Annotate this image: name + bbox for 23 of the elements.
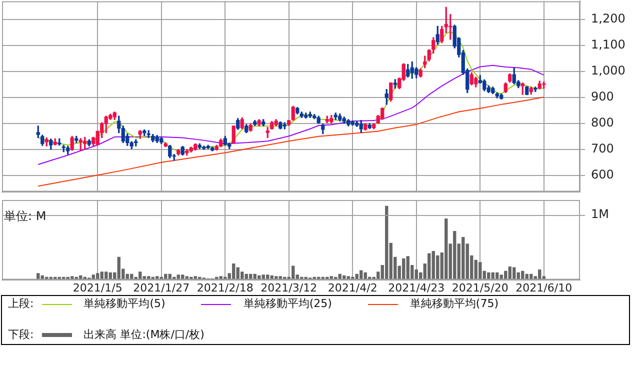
y-tick-label: 700	[591, 142, 614, 156]
x-tick-label: 2021/1/5	[72, 281, 122, 294]
y-tick-label: 1,200	[591, 12, 626, 26]
legend-title: 下段:	[8, 328, 34, 342]
x-tick-label: 2021/4/23	[388, 281, 445, 294]
x-tick-label: 2021/3/12	[260, 281, 318, 294]
legend-label: 単純移動平均(25)	[243, 297, 332, 311]
x-tick-label: 2021/1/27	[133, 281, 190, 294]
x-tick-label: 2021/5/20	[452, 281, 508, 294]
legend-label: 単純移動平均(75)	[410, 297, 498, 311]
y-tick-label: 800	[591, 116, 614, 130]
legend-label: 単純移動平均(5)	[84, 297, 166, 311]
y-tick-label: 1,100	[591, 38, 626, 52]
ref-line-label: 1M	[591, 206, 609, 221]
annotation: 単位: M	[4, 208, 46, 225]
y-tick-label: 1,000	[591, 64, 626, 78]
x-tick-label: 2021/2/18	[196, 281, 254, 294]
legend-title: 上段:	[8, 297, 34, 311]
y-tick-label: 900	[591, 90, 614, 104]
x-tick-label: 2021/4/2	[328, 281, 378, 294]
legend-label: 出来高 単位:(M株/口/枚)	[84, 328, 204, 342]
x-tick-label: 2021/6/10	[516, 281, 572, 294]
y-tick-label: 600	[591, 168, 614, 182]
